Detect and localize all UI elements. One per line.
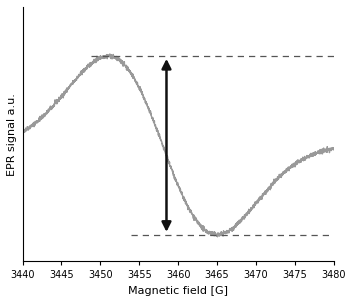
X-axis label: Magnetic field [G]: Magnetic field [G] <box>128 286 228 296</box>
Y-axis label: EPR signal a.u.: EPR signal a.u. <box>7 93 17 176</box>
